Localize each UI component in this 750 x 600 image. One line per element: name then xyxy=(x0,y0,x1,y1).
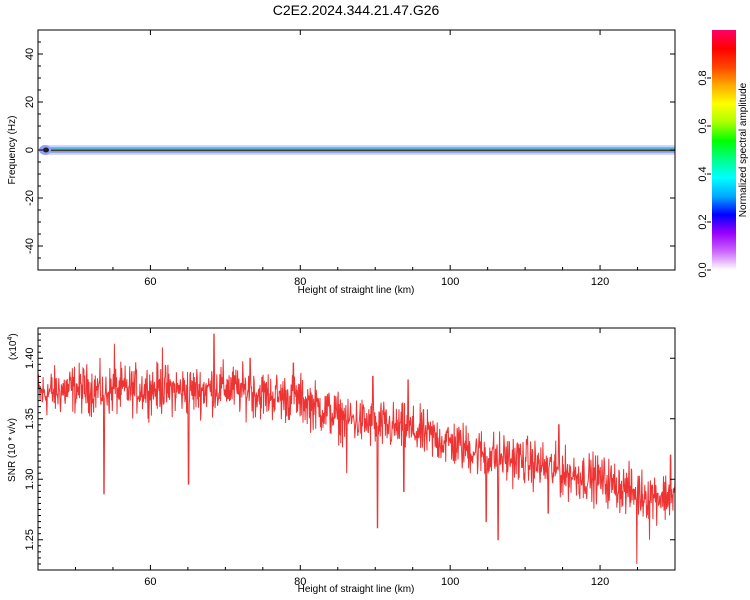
x-tick-label: 80 xyxy=(294,576,306,588)
spectral-band xyxy=(39,145,675,155)
y-tick-label: 1.40 xyxy=(24,348,36,369)
y-tick-label: -20 xyxy=(24,190,36,206)
x-tick-label: 100 xyxy=(441,276,459,288)
x-tick-label: 120 xyxy=(591,576,609,588)
colorbar-tick-label: 0.8 xyxy=(697,70,709,85)
x-tick-label: 100 xyxy=(441,576,459,588)
colorbar-tick-label: 0.2 xyxy=(697,214,709,229)
band-start-core xyxy=(43,147,49,153)
colorbar: 0.0 0.2 0.4 0.6 0.8 Normalized spectral ampl… xyxy=(697,30,749,278)
snr-scale-label: (x104) xyxy=(7,333,19,360)
y-tick-label: 20 xyxy=(24,96,36,108)
y-tick-label: 0 xyxy=(24,147,36,153)
x-tick-label: 60 xyxy=(144,276,156,288)
snr-y-ticks: 1.40 1.35 1.30 1.25 xyxy=(24,327,675,571)
snr-x-axis-label: Height of straight line (km) xyxy=(298,584,415,595)
x-tick-label: 80 xyxy=(294,276,306,288)
spectrogram-x-ticks: 60 80 100 120 xyxy=(37,30,676,288)
spectrogram-x-axis-label: Height of straight line (km) xyxy=(298,285,415,296)
spectrogram-y-ticks: 40 20 0 -20 -40 xyxy=(24,29,675,271)
x-tick-label: 60 xyxy=(144,576,156,588)
y-tick-label: 1.30 xyxy=(24,469,36,490)
y-tick-label: 1.35 xyxy=(24,408,36,429)
spectrogram-panel: 60 80 100 120 40 20 0 -20 -40 Height of straigh… xyxy=(7,29,676,296)
colorbar-gradient xyxy=(712,30,736,270)
snr-y-axis-label: SNR (10 * v/v) xyxy=(7,418,18,482)
snr-series-line xyxy=(38,333,675,565)
y-tick-label: 40 xyxy=(24,48,36,60)
y-tick-label: 1.25 xyxy=(24,529,36,550)
y-tick-label: -40 xyxy=(24,238,36,254)
spectrogram-y-axis-label: Frequency (Hz) xyxy=(7,116,18,185)
colorbar-tick-label: 0.4 xyxy=(697,166,709,181)
colorbar-tick-label: 0.6 xyxy=(697,118,709,133)
band-core xyxy=(43,149,675,151)
snr-panel: 60 80 100 120 1.40 1.35 1.30 1.25 Height of st… xyxy=(7,327,676,595)
colorbar-label: Normalized spectral amplitude xyxy=(738,82,749,217)
figure-title: C2E2.2024.344.21.47.G26 xyxy=(273,2,440,18)
snr-frame xyxy=(37,327,676,571)
snr-x-ticks: 60 80 100 120 xyxy=(37,328,676,588)
colorbar-tick-label: 0.0 xyxy=(697,262,709,277)
colorbar-ticks: 0.0 0.2 0.4 0.6 0.8 xyxy=(697,70,711,278)
x-tick-label: 120 xyxy=(591,276,609,288)
